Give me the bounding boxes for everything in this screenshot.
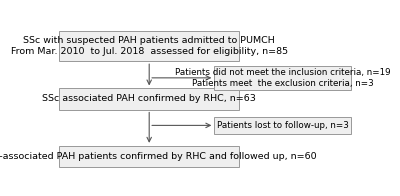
FancyBboxPatch shape	[214, 117, 351, 134]
Text: Patients did not meet the inclusion criteria, n=19
Patients meet  the exclusion : Patients did not meet the inclusion crit…	[175, 68, 390, 88]
FancyBboxPatch shape	[59, 88, 239, 110]
Text: SSc associated PAH confirmed by RHC, n=63: SSc associated PAH confirmed by RHC, n=6…	[42, 94, 256, 103]
FancyBboxPatch shape	[214, 66, 351, 90]
Text: SSc-associated PAH patients confirmed by RHC and followed up, n=60: SSc-associated PAH patients confirmed by…	[0, 152, 316, 161]
FancyBboxPatch shape	[59, 146, 239, 167]
FancyBboxPatch shape	[59, 31, 239, 61]
Text: Patients lost to follow-up, n=3: Patients lost to follow-up, n=3	[216, 121, 348, 130]
Text: SSc with suspected PAH patients admitted to PUMCH
From Mar. 2010  to Jul. 2018  : SSc with suspected PAH patients admitted…	[11, 36, 288, 56]
